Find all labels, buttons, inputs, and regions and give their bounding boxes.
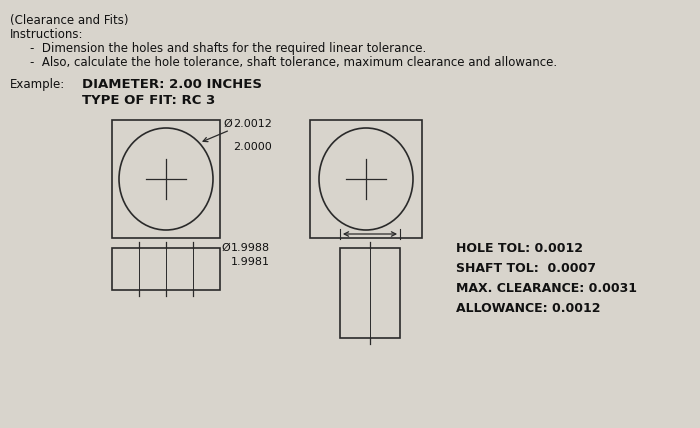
Text: 2.0012: 2.0012 <box>233 119 272 129</box>
Bar <box>310 120 422 238</box>
Text: 1.9981: 1.9981 <box>231 257 270 267</box>
Text: TYPE OF FIT: RC 3: TYPE OF FIT: RC 3 <box>82 94 216 107</box>
Text: SHAFT TOL:  0.0007: SHAFT TOL: 0.0007 <box>456 262 596 275</box>
Text: Ø: Ø <box>221 243 230 253</box>
Bar <box>340 248 400 338</box>
Bar <box>112 120 220 238</box>
Text: HOLE TOL: 0.0012: HOLE TOL: 0.0012 <box>456 242 583 255</box>
Text: Ø: Ø <box>223 119 232 129</box>
Text: 1.9988: 1.9988 <box>231 243 270 253</box>
Text: (Clearance and Fits): (Clearance and Fits) <box>10 14 129 27</box>
Text: DIAMETER: 2.00 INCHES: DIAMETER: 2.00 INCHES <box>82 78 262 91</box>
Text: 2.0000: 2.0000 <box>233 142 272 152</box>
Text: ALLOWANCE: 0.0012: ALLOWANCE: 0.0012 <box>456 302 601 315</box>
Bar <box>112 248 220 290</box>
Text: -  Also, calculate the hole tolerance, shaft tolerance, maximum clearance and al: - Also, calculate the hole tolerance, sh… <box>30 56 557 69</box>
Text: Instructions:: Instructions: <box>10 28 83 41</box>
Text: -  Dimension the holes and shafts for the required linear tolerance.: - Dimension the holes and shafts for the… <box>30 42 426 55</box>
Text: Example:: Example: <box>10 78 65 91</box>
Text: MAX. CLEARANCE: 0.0031: MAX. CLEARANCE: 0.0031 <box>456 282 637 295</box>
